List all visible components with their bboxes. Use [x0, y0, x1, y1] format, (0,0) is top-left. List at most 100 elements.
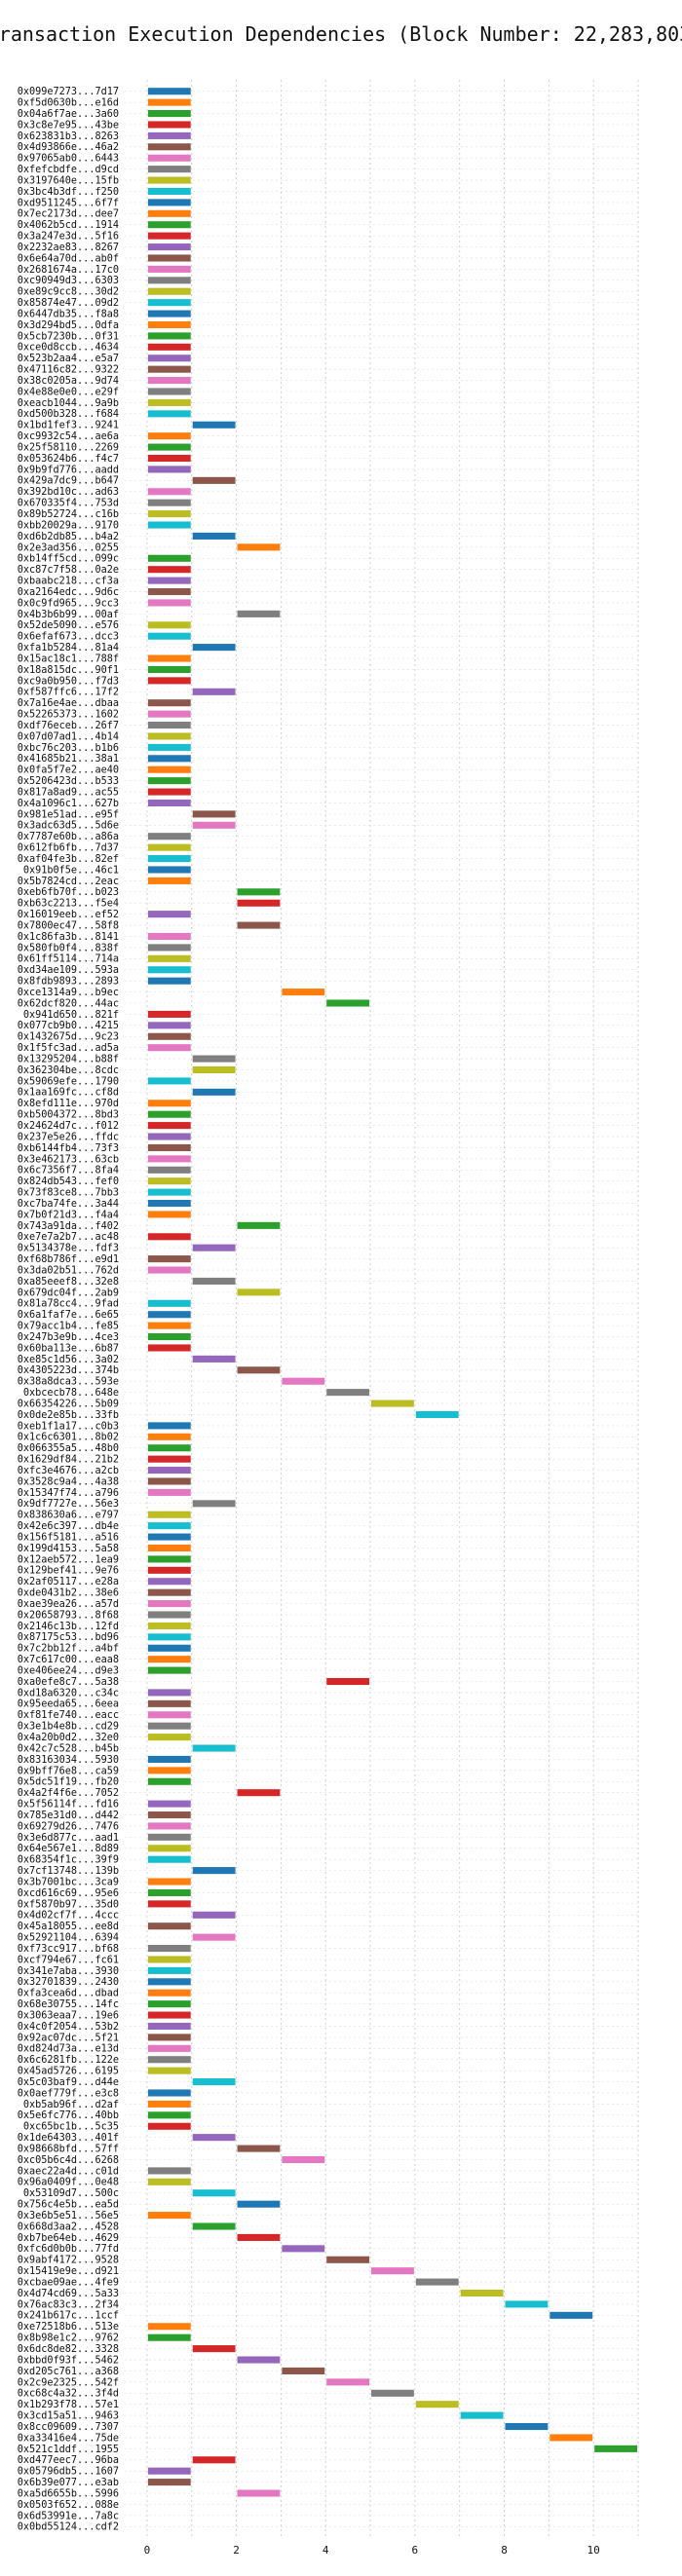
- dependency-bar: [147, 843, 191, 851]
- dependency-bar: [237, 2233, 281, 2241]
- dependency-bar: [147, 1767, 191, 1774]
- dependency-bar: [147, 699, 191, 707]
- dependency-bar: [147, 743, 191, 751]
- tx-hash-label: 0x5c03baf9...d44e: [18, 2077, 119, 2088]
- tx-hash-label: 0x41685b21...38a1: [18, 754, 119, 765]
- tx-hash-label: 0x5cb7230b...0f31: [18, 331, 119, 342]
- tx-hash-label: 0x04a6f7ae...3a60: [18, 109, 119, 120]
- dependency-bar: [147, 88, 191, 95]
- tx-hash-label: 0x98668bfd...57ff: [18, 2144, 119, 2154]
- tx-hash-label: 0x47116c82...9322: [18, 365, 119, 376]
- tx-hash-label: 0x3197640e...15fb: [18, 175, 119, 186]
- grid-layer: [125, 80, 639, 2536]
- tx-hash-label: 0x4d93866e...46a2: [18, 142, 119, 153]
- tx-hash-label: 0x3c8e7e95...43be: [18, 120, 119, 131]
- dependency-bar: [147, 1555, 191, 1563]
- tx-hash-label: 0x623831b3...8263: [18, 131, 119, 142]
- dependency-bar: [147, 1755, 191, 1763]
- tx-hash-label: 0xf5870b97...35d0: [18, 1899, 119, 1910]
- tx-hash-label: 0xe7e7a2b7...ac48: [18, 1232, 119, 1243]
- tx-hash-label: 0x6447db35...f8a8: [18, 309, 119, 319]
- tx-hash-label: 0x13295204...b88f: [18, 1054, 119, 1064]
- tx-hash-label: 0x1432675d...9c23: [18, 1032, 119, 1043]
- tx-hash-label: 0x3e462173...63cb: [18, 1154, 119, 1165]
- dependency-bar: [147, 299, 191, 307]
- dependency-bar: [147, 2100, 191, 2108]
- dependency-bar: [147, 2034, 191, 2041]
- dependency-bar: [147, 621, 191, 629]
- tx-hash-label: 0x18a815dc...90f1: [18, 665, 119, 676]
- dependency-bar: [147, 1622, 191, 1629]
- tx-hash-label: 0xbbd0f93f...5462: [18, 2355, 119, 2366]
- tx-hash-label: 0x91b0f5e...46c1: [23, 865, 119, 876]
- tx-hash-label: 0x8efd111e...970d: [18, 1099, 119, 1109]
- tx-hash-label: 0xce0d8ccb...4634: [18, 343, 119, 354]
- tx-hash-label: 0xb14ff5cd...099c: [18, 554, 119, 565]
- tx-hash-label: 0x64e567e1...8d89: [18, 1844, 119, 1854]
- tx-hash-label: 0xd9511245...6f7f: [18, 198, 119, 208]
- dependency-bar: [147, 2067, 191, 2074]
- tx-hash-label: 0x7ec2173d...dee7: [18, 209, 119, 220]
- tx-hash-label: 0x8b98e1c2...9762: [18, 2333, 119, 2344]
- tx-hash-label: 0x59069efe...1790: [18, 1076, 119, 1087]
- tx-hash-label: 0x341e7aba...3930: [18, 1966, 119, 1977]
- tx-hash-label: 0xf587ffc6...17f2: [18, 688, 119, 698]
- tx-hash-label: 0xeacb1044...9a9b: [18, 398, 119, 409]
- tx-hash-label: 0x42e6c397...db4e: [18, 1521, 119, 1532]
- tx-hash-label: 0x1de64303...401f: [18, 2133, 119, 2144]
- dependency-bar: [147, 121, 191, 129]
- dependency-bar: [282, 1377, 325, 1385]
- dependency-bar: [147, 665, 191, 673]
- tx-hash-label: 0xfa1b5284...81a4: [18, 643, 119, 653]
- tx-hash-label: 0x1b293f78...57e1: [18, 2400, 119, 2410]
- dependency-bar: [147, 1888, 191, 1896]
- tx-hash-label: 0xd824d73a...e13d: [18, 2044, 119, 2055]
- dependency-bar: [594, 2445, 637, 2452]
- dependency-bar: [147, 877, 191, 884]
- dependency-bar: [147, 332, 191, 340]
- dependency-bar: [505, 2422, 549, 2431]
- dependency-bar: [147, 966, 191, 974]
- tx-hash-label: 0x9bff76e8...ca59: [18, 1766, 119, 1776]
- tx-hash-label: 0xae39ea26...a57d: [18, 1599, 119, 1610]
- tx-hash-label: 0xf73cc917...bf68: [18, 1944, 119, 1955]
- tx-hash-label: 0x3bc4b3df...f250: [18, 187, 119, 198]
- dependency-bar: [147, 2022, 191, 2031]
- tx-hash-label: 0xd18a6320...c34c: [18, 1688, 119, 1699]
- tx-hash-label: 0xd6b2db85...b4a2: [18, 532, 119, 542]
- dependency-bar: [147, 232, 191, 240]
- tx-hash-label: 0x07d07ad1...4b14: [18, 731, 119, 742]
- tx-hash-label: 0x66354226...5b09: [18, 1399, 119, 1409]
- tx-hash-label: 0xc9a0b950...f7d3: [18, 676, 119, 687]
- tx-hash-label: 0x5f56114f...fd16: [18, 1800, 119, 1811]
- dependency-bar: [147, 1044, 191, 1052]
- dependency-bar: [147, 1833, 191, 1841]
- tx-hash-label: 0x099e7273...7d17: [18, 87, 119, 97]
- tx-hash-label: 0x8cc09609...7307: [18, 2422, 119, 2433]
- tx-hash-label: 0x9abf4172...9528: [18, 2256, 119, 2266]
- dependency-bar: [147, 932, 191, 941]
- dependency-bar: [549, 2311, 593, 2319]
- tx-hash-label: 0x668d3aa2...4528: [18, 2221, 119, 2232]
- tx-hash-label: 0x0fa5f7e2...ae40: [18, 765, 119, 776]
- dependency-bar: [505, 2300, 549, 2308]
- dependency-bar: [147, 1611, 191, 1619]
- tx-hash-label: 0x7b0f21d3...f4a4: [18, 1210, 119, 1220]
- dependency-bar: [147, 954, 191, 962]
- tx-hash-label: 0x0bd55124...cdf2: [18, 2522, 119, 2533]
- dependency-bar: [192, 2189, 236, 2197]
- tx-hash-label: 0x2c9e2325...542f: [18, 2377, 119, 2388]
- dependency-bar: [147, 1777, 191, 1785]
- y-axis-labels: 0x099e7273...7d170xf5d0630b...e16d0x04a6…: [18, 87, 119, 2533]
- tx-hash-label: 0x743a91da...f402: [18, 1221, 119, 1232]
- dependency-bar: [147, 343, 191, 351]
- dependency-bar: [237, 2356, 281, 2364]
- dependency-bar: [147, 1477, 191, 1485]
- dependency-bar: [192, 1355, 236, 1363]
- tx-hash-label: 0xaec22a4d...c01d: [18, 2166, 119, 2177]
- dependency-bar: [147, 1299, 191, 1307]
- dependency-bar: [147, 209, 191, 217]
- tx-hash-label: 0x79acc1b4...fe85: [18, 1322, 119, 1332]
- dependency-bar: [237, 610, 281, 617]
- dependency-bar: [147, 398, 191, 406]
